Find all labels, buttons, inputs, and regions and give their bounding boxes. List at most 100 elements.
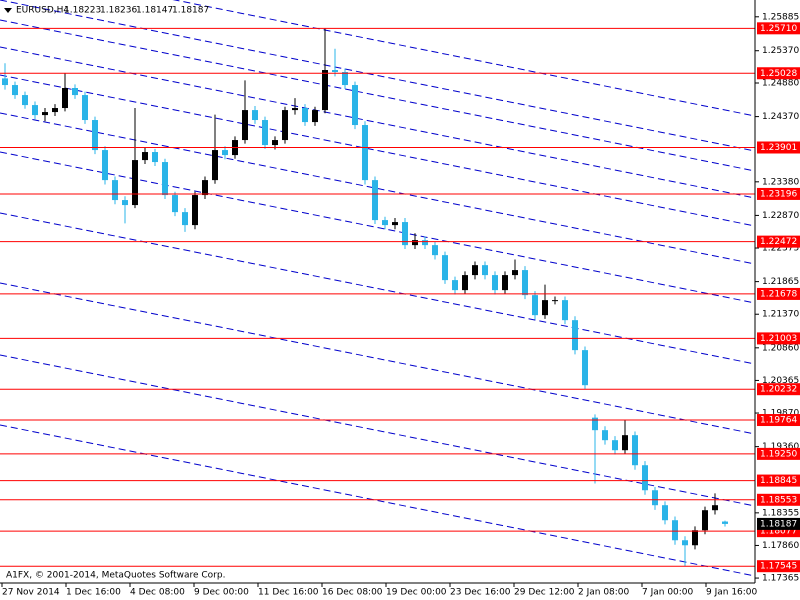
candle-body: [442, 255, 448, 281]
candle-body: [662, 505, 668, 521]
footer: A1FX, © 2001-2014, MetaQuotes Software C…: [6, 571, 225, 581]
y-tick-label: 1.20365: [762, 376, 799, 386]
level-box: [757, 493, 800, 506]
candle-body: [182, 212, 188, 226]
level-box: [757, 560, 800, 573]
y-tick-label: 1.17365: [762, 574, 799, 584]
candle-body: [722, 521, 728, 524]
candle-body: [22, 95, 28, 106]
open: 1.18223: [64, 6, 101, 16]
close: 1.18187: [172, 6, 209, 16]
x-tick-label: 19 Dec 00:00: [386, 588, 447, 598]
trend-line: [0, 112, 756, 265]
candle-body: [392, 222, 398, 226]
candle-body: [292, 108, 298, 111]
candle-body: [362, 125, 368, 181]
level-label: 1.18553: [760, 495, 797, 505]
candle-body: [132, 160, 138, 206]
candle-body: [512, 270, 518, 276]
x-tick-label: 2 Jan 08:00: [578, 588, 630, 598]
x-tick-label: 29 Dec 12:00: [514, 588, 575, 598]
level-label: 1.23901: [760, 143, 797, 153]
candle-body: [462, 275, 468, 291]
candle-body: [532, 295, 538, 316]
candle-body: [652, 490, 658, 506]
y-tick-label: 1.18355: [762, 508, 799, 518]
level-label: 1.21678: [760, 289, 797, 299]
level-label: 1.18845: [760, 476, 797, 486]
level-label: 1.20232: [760, 385, 797, 395]
candle-body: [502, 275, 508, 291]
candle-body: [82, 95, 88, 121]
candle-body: [422, 240, 428, 246]
x-tick-label: 4 Dec 08:00: [130, 588, 185, 598]
y-tick-label: 1.17860: [762, 541, 799, 551]
trend-line: [0, 46, 756, 199]
y-tick-label: 1.22375: [762, 244, 799, 254]
level-box: [757, 414, 800, 427]
level-box: [757, 287, 800, 300]
level-label: 1.25710: [760, 24, 797, 34]
candle-body: [12, 85, 18, 96]
level-box: [757, 383, 800, 396]
x-tick-label: 9 Jan 16:00: [706, 588, 758, 598]
candle-body: [262, 120, 268, 146]
level-label: 1.23196: [760, 189, 797, 199]
candle-body: [52, 108, 58, 113]
candle-body: [492, 275, 498, 291]
candle-body: [32, 105, 38, 116]
candle-body: [192, 195, 198, 226]
y-tick-label: 1.22870: [762, 211, 799, 221]
candle-body: [312, 110, 318, 123]
candle-body: [222, 150, 228, 156]
level-box: [757, 235, 800, 248]
candle-body: [432, 245, 438, 256]
candle-body: [382, 220, 388, 226]
low: 1.18147: [136, 6, 173, 16]
candle-body: [712, 505, 718, 511]
candle-body: [122, 200, 128, 206]
candle-body: [332, 70, 338, 73]
y-tick-label: 1.21370: [762, 310, 799, 320]
trend-line: [0, 0, 756, 152]
candle-body: [582, 350, 588, 386]
y-tick-label: 1.23380: [762, 177, 799, 187]
candle-body: [252, 110, 258, 121]
level-label: 1.18077: [760, 527, 797, 537]
candle-body: [172, 195, 178, 213]
trend-line: [0, 282, 756, 435]
candle-body: [152, 152, 158, 163]
price-box: [757, 517, 800, 530]
x-tick-label: 7 Jan 00:00: [642, 588, 694, 598]
y-tick-label: 1.19870: [762, 409, 799, 419]
candle-body: [322, 70, 328, 111]
candle-body: [42, 112, 48, 116]
candle-body: [302, 108, 308, 123]
candle-body: [372, 180, 378, 221]
candle-body: [342, 72, 348, 86]
x-tick-label: 9 Dec 00:00: [194, 588, 249, 598]
menu-arrow[interactable]: [4, 8, 12, 13]
candle-body: [552, 300, 558, 302]
candle-body: [142, 152, 148, 161]
level-box: [757, 447, 800, 460]
candle-body: [672, 520, 678, 541]
level-label: 1.19764: [760, 416, 797, 426]
level-box: [757, 141, 800, 154]
candle-body: [212, 150, 218, 181]
level-label: 1.17545: [760, 562, 797, 572]
candle-body: [112, 180, 118, 201]
candle-body: [592, 417, 598, 431]
trend-line: [0, 424, 756, 577]
plot: [0, 27, 755, 567]
candle-body: [642, 465, 648, 491]
y-tick-label: 1.25370: [762, 46, 799, 56]
trend-line: [0, 19, 756, 172]
candle-body: [702, 510, 708, 531]
candle-body: [2, 78, 8, 86]
y-tick-label: 1.21865: [762, 277, 799, 287]
trend-line: [0, 74, 756, 227]
